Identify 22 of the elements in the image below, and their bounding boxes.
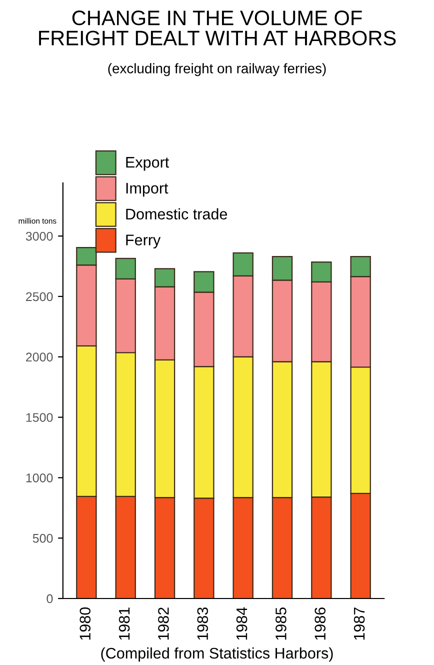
x-tick-label: 1985 <box>276 607 286 640</box>
y-tick-label: 1500 <box>26 413 53 422</box>
x-tick-label: 1987 <box>354 608 365 640</box>
y-tick-label: 0 <box>46 594 53 604</box>
x-tick-label: 1986 <box>314 608 326 640</box>
legend-label: Domestic trade <box>126 208 228 220</box>
chart-subtitle: (excluding freight on railway ferries) <box>108 63 326 76</box>
x-tick-label: 1980 <box>80 607 91 640</box>
chart-title: CHANGE IN THE VOLUME OF FREIGHT DEALT WITH AT HARBORS <box>39 10 396 46</box>
x-tick-label: 1983 <box>197 608 208 640</box>
x-tick-label: 1981 <box>118 608 130 640</box>
y-tick-label: 500 <box>32 534 53 543</box>
x-tick-label: 1982 <box>158 608 169 640</box>
legend-label: Ferry <box>126 234 161 248</box>
text: (Compiled from Statistics Harbors) <box>101 647 333 662</box>
y-tick-label: 2000 <box>26 352 53 362</box>
y-tick-label: 2500 <box>26 292 53 302</box>
x-tick-label: 1984 <box>236 607 248 640</box>
legend-label: Export <box>126 157 170 171</box>
y-tick-label: 3000 <box>26 232 53 241</box>
y-tick-label: 1000 <box>26 473 53 482</box>
legend-label: Import <box>126 182 168 197</box>
